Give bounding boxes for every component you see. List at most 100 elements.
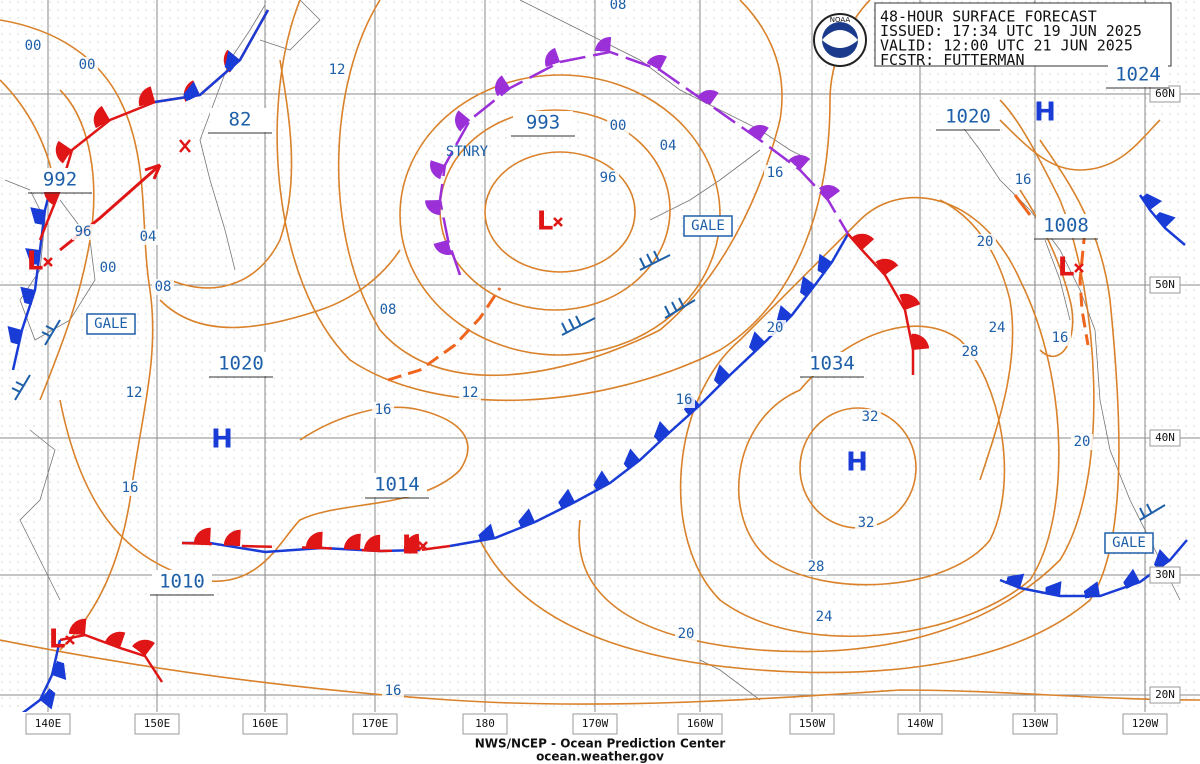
isobar-label-bg	[974, 234, 996, 250]
low-cross	[43, 257, 53, 267]
lon-label: 160E	[252, 717, 279, 730]
isobar-label: 08	[610, 0, 627, 13]
lon-label: 170W	[582, 717, 609, 730]
isobar-label: 00	[79, 57, 96, 73]
isobar-label-bg	[597, 170, 619, 186]
map-shape	[664, 297, 696, 319]
isobar-label: 08	[380, 302, 397, 318]
pressure-label: 992	[43, 169, 77, 191]
isobar-label: 16	[385, 683, 402, 699]
isobar-label: 04	[140, 229, 157, 245]
low-center: L	[1058, 253, 1075, 283]
lon-label-box	[1012, 713, 1058, 735]
isobar-label-bg	[377, 302, 399, 318]
isobar-label-bg	[137, 229, 159, 245]
lat-label-box	[1149, 276, 1181, 294]
high-center: H	[211, 425, 233, 455]
isobar-label: 24	[816, 609, 833, 625]
isobar-label-bg	[119, 480, 141, 496]
isobar-label: 04	[660, 138, 677, 154]
lon-label-box	[789, 713, 835, 735]
header-line: FCSTR: FUTTERMAN	[880, 51, 1025, 69]
isobar-label: 16	[676, 392, 693, 408]
lon-label: 170E	[362, 717, 389, 730]
isobar-label: 08	[155, 279, 172, 295]
header-line: ISSUED: 17:34 UTC 19 JUN 2025	[880, 22, 1142, 40]
isobar-label-bg	[986, 320, 1008, 336]
lon-label-box	[134, 713, 180, 735]
map-shape	[1078, 229, 1090, 346]
map-shape	[169, 59, 293, 289]
map-shape	[679, 196, 1060, 638]
low-center: L	[49, 625, 66, 655]
isobar-label-bg	[859, 409, 881, 425]
wind-barbs	[11, 250, 1166, 521]
low-center: L	[537, 207, 554, 237]
pressure-label-bg	[152, 570, 212, 594]
lon-label: 120W	[1132, 717, 1159, 730]
isobar-label: 12	[329, 62, 346, 78]
front-label: STNRY	[446, 144, 489, 160]
map-shape	[1139, 503, 1166, 521]
lon-label: 140E	[35, 717, 62, 730]
isobar-label-bg	[72, 224, 94, 240]
pressure-label-bg	[367, 473, 427, 497]
isobar-label-bg	[372, 402, 394, 418]
pressure-label-bg	[802, 352, 862, 376]
map-shape	[999, 119, 1161, 171]
lon-label-box	[1122, 713, 1168, 735]
isobar-label-bg	[459, 385, 481, 401]
pressure-label: 82	[229, 109, 252, 131]
lon-label-box	[352, 713, 398, 735]
lon-label-box	[242, 713, 288, 735]
pressure-label: 993	[526, 112, 560, 134]
lon-label: 130W	[1022, 717, 1049, 730]
map-shape	[11, 374, 31, 401]
map-shape	[19, 639, 60, 716]
pressure-label: 1020	[945, 106, 991, 128]
lat-label-box	[1149, 566, 1181, 584]
noaa-logo: NOAA	[813, 13, 867, 67]
isobar-label-bg	[326, 62, 348, 78]
isobar-label: 20	[977, 234, 994, 250]
isobar-label-bg	[22, 38, 44, 54]
map-shape	[0, 639, 1200, 705]
isobar-label: 16	[375, 402, 392, 418]
lon-label-box	[572, 713, 618, 735]
isobar-label-bg	[805, 559, 827, 575]
map-shape	[41, 319, 61, 346]
high-center: H	[846, 448, 868, 478]
fronts	[13, 9, 1188, 716]
isobar-label: 16	[1015, 172, 1032, 188]
pressure-label-bg	[211, 352, 271, 376]
header-line: VALID: 12:00 UTC 21 JUN 2025	[880, 37, 1133, 55]
map-shape	[13, 189, 52, 371]
map-shape	[1013, 194, 1032, 216]
isobar-label-bg	[382, 683, 404, 699]
map-shape	[159, 249, 401, 329]
lon-label-box	[677, 713, 723, 735]
isobar-label-bg	[97, 260, 119, 276]
map-shape	[822, 30, 858, 48]
isobar-label: 28	[808, 559, 825, 575]
isobar-label-bg	[675, 626, 697, 642]
isobar-label-bg	[764, 165, 786, 181]
isobar-label: 24	[989, 320, 1006, 336]
low-center: L	[27, 247, 44, 277]
isobar-label: 16	[1052, 330, 1069, 346]
pressure-label: 1020	[218, 353, 264, 375]
low-cross	[553, 217, 563, 227]
isobar-label: 00	[100, 260, 117, 276]
map-shape	[639, 250, 671, 271]
isobar-label: 20	[1074, 434, 1091, 450]
isobar-label-bg	[673, 392, 695, 408]
isobar-label: 96	[600, 170, 617, 186]
isobar-label-bg	[76, 57, 98, 73]
lon-label: 160W	[687, 717, 714, 730]
pressure-label-bg	[513, 111, 573, 135]
lon-label-box	[25, 713, 71, 735]
isobar-label: 12	[462, 385, 479, 401]
isobar-label-bg	[1012, 172, 1034, 188]
low-center: L	[402, 531, 419, 561]
